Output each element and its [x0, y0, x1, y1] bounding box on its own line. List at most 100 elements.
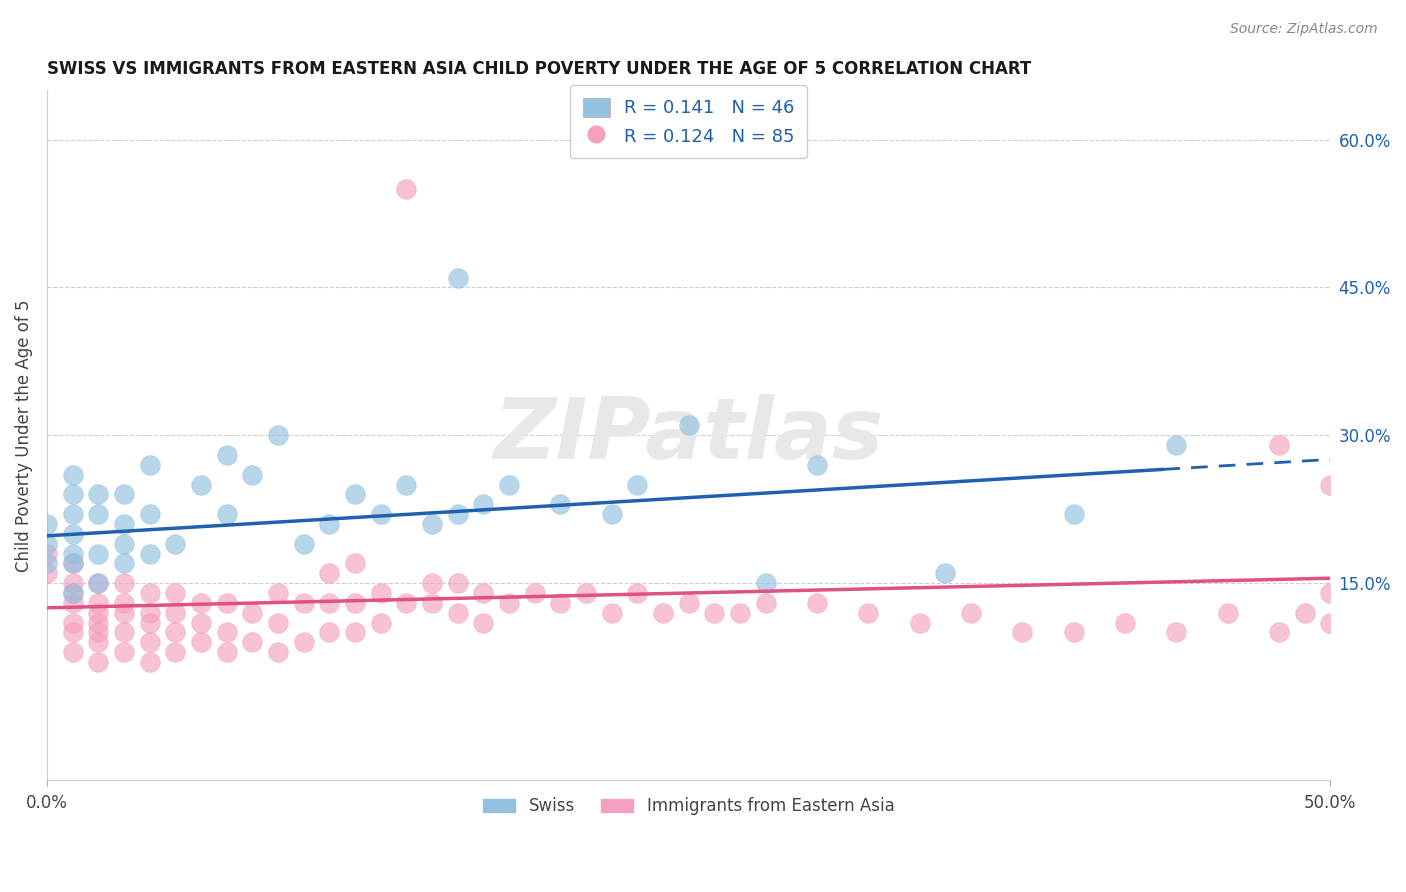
Point	[112, 576, 135, 591]
Point	[548, 497, 571, 511]
Point	[728, 606, 751, 620]
Point	[87, 547, 110, 561]
Point	[138, 507, 160, 521]
Point	[165, 606, 187, 620]
Point	[240, 467, 263, 482]
Point	[62, 625, 84, 640]
Point	[112, 516, 135, 531]
Point	[395, 477, 418, 491]
Point	[267, 615, 290, 630]
Point	[215, 448, 238, 462]
Point	[318, 516, 340, 531]
Point	[62, 586, 84, 600]
Point	[165, 645, 187, 659]
Point	[138, 615, 160, 630]
Point	[856, 606, 879, 620]
Y-axis label: Child Poverty Under the Age of 5: Child Poverty Under the Age of 5	[15, 299, 32, 572]
Text: Source: ZipAtlas.com: Source: ZipAtlas.com	[1230, 22, 1378, 37]
Point	[318, 625, 340, 640]
Point	[370, 586, 392, 600]
Legend: Swiss, Immigrants from Eastern Asia: Swiss, Immigrants from Eastern Asia	[474, 789, 903, 823]
Point	[370, 507, 392, 521]
Point	[240, 635, 263, 649]
Point	[62, 467, 84, 482]
Point	[87, 507, 110, 521]
Point	[420, 576, 443, 591]
Point	[138, 635, 160, 649]
Point	[1294, 606, 1316, 620]
Point	[240, 606, 263, 620]
Point	[62, 557, 84, 571]
Point	[754, 596, 776, 610]
Point	[343, 625, 366, 640]
Point	[472, 497, 495, 511]
Point	[960, 606, 983, 620]
Point	[600, 606, 623, 620]
Point	[600, 507, 623, 521]
Point	[215, 596, 238, 610]
Point	[215, 507, 238, 521]
Point	[292, 596, 315, 610]
Point	[575, 586, 598, 600]
Point	[678, 596, 700, 610]
Point	[62, 645, 84, 659]
Point	[35, 547, 58, 561]
Point	[87, 576, 110, 591]
Point	[35, 537, 58, 551]
Point	[87, 606, 110, 620]
Point	[35, 557, 58, 571]
Point	[190, 635, 212, 649]
Point	[1216, 606, 1239, 620]
Point	[87, 615, 110, 630]
Point	[678, 418, 700, 433]
Point	[1319, 615, 1341, 630]
Point	[1063, 625, 1085, 640]
Point	[343, 557, 366, 571]
Point	[1319, 586, 1341, 600]
Point	[112, 606, 135, 620]
Point	[62, 576, 84, 591]
Point	[1268, 625, 1291, 640]
Point	[112, 645, 135, 659]
Point	[446, 606, 468, 620]
Point	[138, 458, 160, 472]
Point	[523, 586, 546, 600]
Point	[395, 182, 418, 196]
Point	[62, 487, 84, 501]
Point	[420, 516, 443, 531]
Point	[62, 547, 84, 561]
Point	[87, 576, 110, 591]
Point	[165, 586, 187, 600]
Point	[87, 655, 110, 669]
Point	[1268, 438, 1291, 452]
Point	[498, 477, 520, 491]
Point	[87, 635, 110, 649]
Point	[472, 586, 495, 600]
Point	[62, 526, 84, 541]
Text: SWISS VS IMMIGRANTS FROM EASTERN ASIA CHILD POVERTY UNDER THE AGE OF 5 CORRELATI: SWISS VS IMMIGRANTS FROM EASTERN ASIA CH…	[46, 60, 1031, 78]
Point	[343, 596, 366, 610]
Point	[395, 596, 418, 610]
Point	[318, 596, 340, 610]
Point	[165, 537, 187, 551]
Point	[215, 645, 238, 659]
Point	[267, 586, 290, 600]
Point	[1166, 438, 1188, 452]
Point	[215, 625, 238, 640]
Point	[1011, 625, 1033, 640]
Point	[138, 606, 160, 620]
Point	[165, 625, 187, 640]
Point	[112, 596, 135, 610]
Point	[446, 507, 468, 521]
Point	[138, 655, 160, 669]
Point	[1114, 615, 1136, 630]
Point	[112, 487, 135, 501]
Point	[35, 516, 58, 531]
Point	[343, 487, 366, 501]
Point	[190, 615, 212, 630]
Point	[703, 606, 725, 620]
Point	[138, 547, 160, 561]
Point	[267, 645, 290, 659]
Point	[420, 596, 443, 610]
Point	[446, 270, 468, 285]
